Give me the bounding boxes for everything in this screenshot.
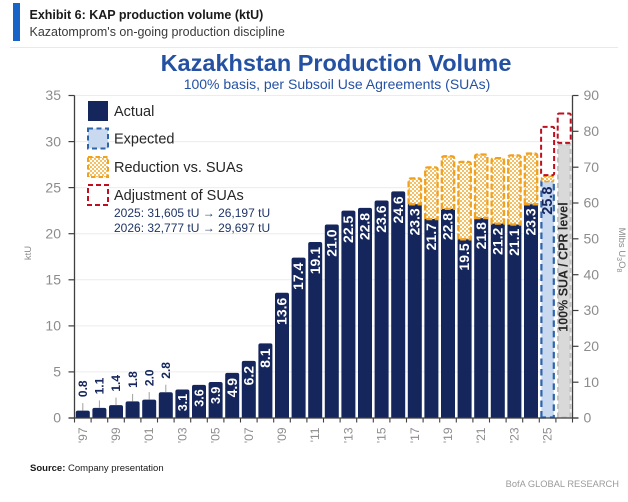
- svg-text:Reduction vs. SUAs: Reduction vs. SUAs: [114, 160, 243, 176]
- svg-text:BofA GLOBAL RESEARCH: BofA GLOBAL RESEARCH: [506, 479, 619, 489]
- svg-text:60: 60: [584, 195, 600, 211]
- svg-text:Adjustment of SUAs: Adjustment of SUAs: [114, 188, 244, 204]
- svg-text:8.1: 8.1: [257, 348, 273, 368]
- svg-text:100% basis, per Subsoil Use Ag: 100% basis, per Subsoil Use Agreements (…: [184, 76, 491, 92]
- svg-text:'11: '11: [308, 427, 322, 442]
- svg-text:1.1: 1.1: [93, 377, 107, 394]
- svg-text:90: 90: [584, 87, 600, 103]
- svg-text:Actual: Actual: [114, 104, 154, 120]
- svg-text:22.5: 22.5: [340, 215, 356, 242]
- svg-text:19.1: 19.1: [307, 247, 323, 274]
- svg-text:23.6: 23.6: [373, 205, 389, 232]
- svg-text:25.8: 25.8: [540, 187, 556, 215]
- svg-text:21.7: 21.7: [423, 223, 439, 250]
- svg-text:0: 0: [53, 410, 61, 426]
- svg-text:100% SUA / CPR level: 100% SUA / CPR level: [557, 202, 571, 331]
- svg-text:1.8: 1.8: [126, 371, 140, 388]
- svg-text:4.9: 4.9: [224, 378, 240, 398]
- svg-text:23.3: 23.3: [523, 208, 539, 235]
- svg-text:21.2: 21.2: [489, 227, 505, 254]
- svg-text:70: 70: [584, 159, 600, 175]
- svg-text:50: 50: [584, 231, 600, 247]
- svg-text:'01: '01: [142, 427, 156, 443]
- svg-text:21.1: 21.1: [506, 228, 522, 255]
- svg-text:'99: '99: [109, 427, 123, 443]
- svg-text:21.0: 21.0: [323, 229, 339, 256]
- svg-text:'17: '17: [408, 427, 422, 443]
- svg-text:'03: '03: [175, 427, 189, 443]
- svg-text:0: 0: [584, 410, 592, 426]
- svg-text:'07: '07: [242, 427, 256, 443]
- svg-text:80: 80: [584, 123, 600, 139]
- svg-text:15: 15: [45, 272, 61, 288]
- svg-text:'13: '13: [341, 427, 355, 443]
- svg-text:17.4: 17.4: [290, 262, 306, 289]
- svg-text:25: 25: [45, 179, 61, 195]
- svg-text:40: 40: [584, 266, 600, 282]
- svg-text:35: 35: [45, 87, 61, 103]
- svg-text:Mlbs U3O8: Mlbs U3O8: [615, 228, 627, 273]
- svg-text:'15: '15: [375, 427, 389, 443]
- svg-text:10: 10: [45, 318, 61, 334]
- svg-text:'19: '19: [441, 427, 455, 443]
- svg-text:1.4: 1.4: [109, 375, 123, 392]
- svg-text:19.5: 19.5: [456, 243, 472, 270]
- svg-text:10: 10: [584, 374, 600, 390]
- svg-text:Kazakhstan Production Volume: Kazakhstan Production Volume: [161, 50, 512, 76]
- svg-text:22.8: 22.8: [357, 213, 373, 240]
- svg-text:30: 30: [45, 133, 61, 149]
- svg-text:Exhibit 6: KAP production volu: Exhibit 6: KAP production volume (ktU): [30, 8, 264, 22]
- svg-text:2.8: 2.8: [159, 362, 173, 379]
- svg-text:Kazatomprom's on-going product: Kazatomprom's on-going production discip…: [30, 25, 285, 39]
- svg-text:'21: '21: [474, 427, 488, 443]
- svg-text:3.9: 3.9: [209, 387, 223, 404]
- svg-text:0.8: 0.8: [76, 380, 90, 397]
- svg-text:5: 5: [53, 364, 61, 380]
- svg-text:30: 30: [584, 302, 600, 318]
- svg-text:'97: '97: [76, 427, 90, 443]
- svg-text:'25: '25: [541, 427, 555, 443]
- svg-text:23.3: 23.3: [406, 208, 422, 235]
- svg-text:ktU: ktU: [23, 246, 34, 260]
- svg-text:Source: Company presentation: Source: Company presentation: [30, 463, 164, 474]
- svg-text:2025: 31,605 tU → 26,197 tU: 2025: 31,605 tU → 26,197 tU: [114, 206, 270, 220]
- svg-text:20: 20: [584, 338, 600, 354]
- svg-text:20: 20: [45, 225, 61, 241]
- svg-text:'09: '09: [275, 427, 289, 443]
- svg-text:Expected: Expected: [114, 132, 174, 148]
- svg-text:13.6: 13.6: [274, 297, 290, 324]
- svg-text:'23: '23: [507, 427, 521, 443]
- svg-text:3.1: 3.1: [176, 394, 190, 411]
- svg-text:2.0: 2.0: [142, 369, 156, 386]
- svg-text:21.8: 21.8: [473, 222, 489, 249]
- svg-text:'05: '05: [209, 427, 223, 443]
- svg-text:2026: 32,777 tU → 29,697 tU: 2026: 32,777 tU → 29,697 tU: [114, 221, 270, 235]
- svg-text:3.6: 3.6: [192, 389, 206, 406]
- svg-text:6.2: 6.2: [240, 366, 256, 386]
- svg-text:22.8: 22.8: [440, 213, 456, 240]
- svg-text:24.6: 24.6: [390, 196, 406, 223]
